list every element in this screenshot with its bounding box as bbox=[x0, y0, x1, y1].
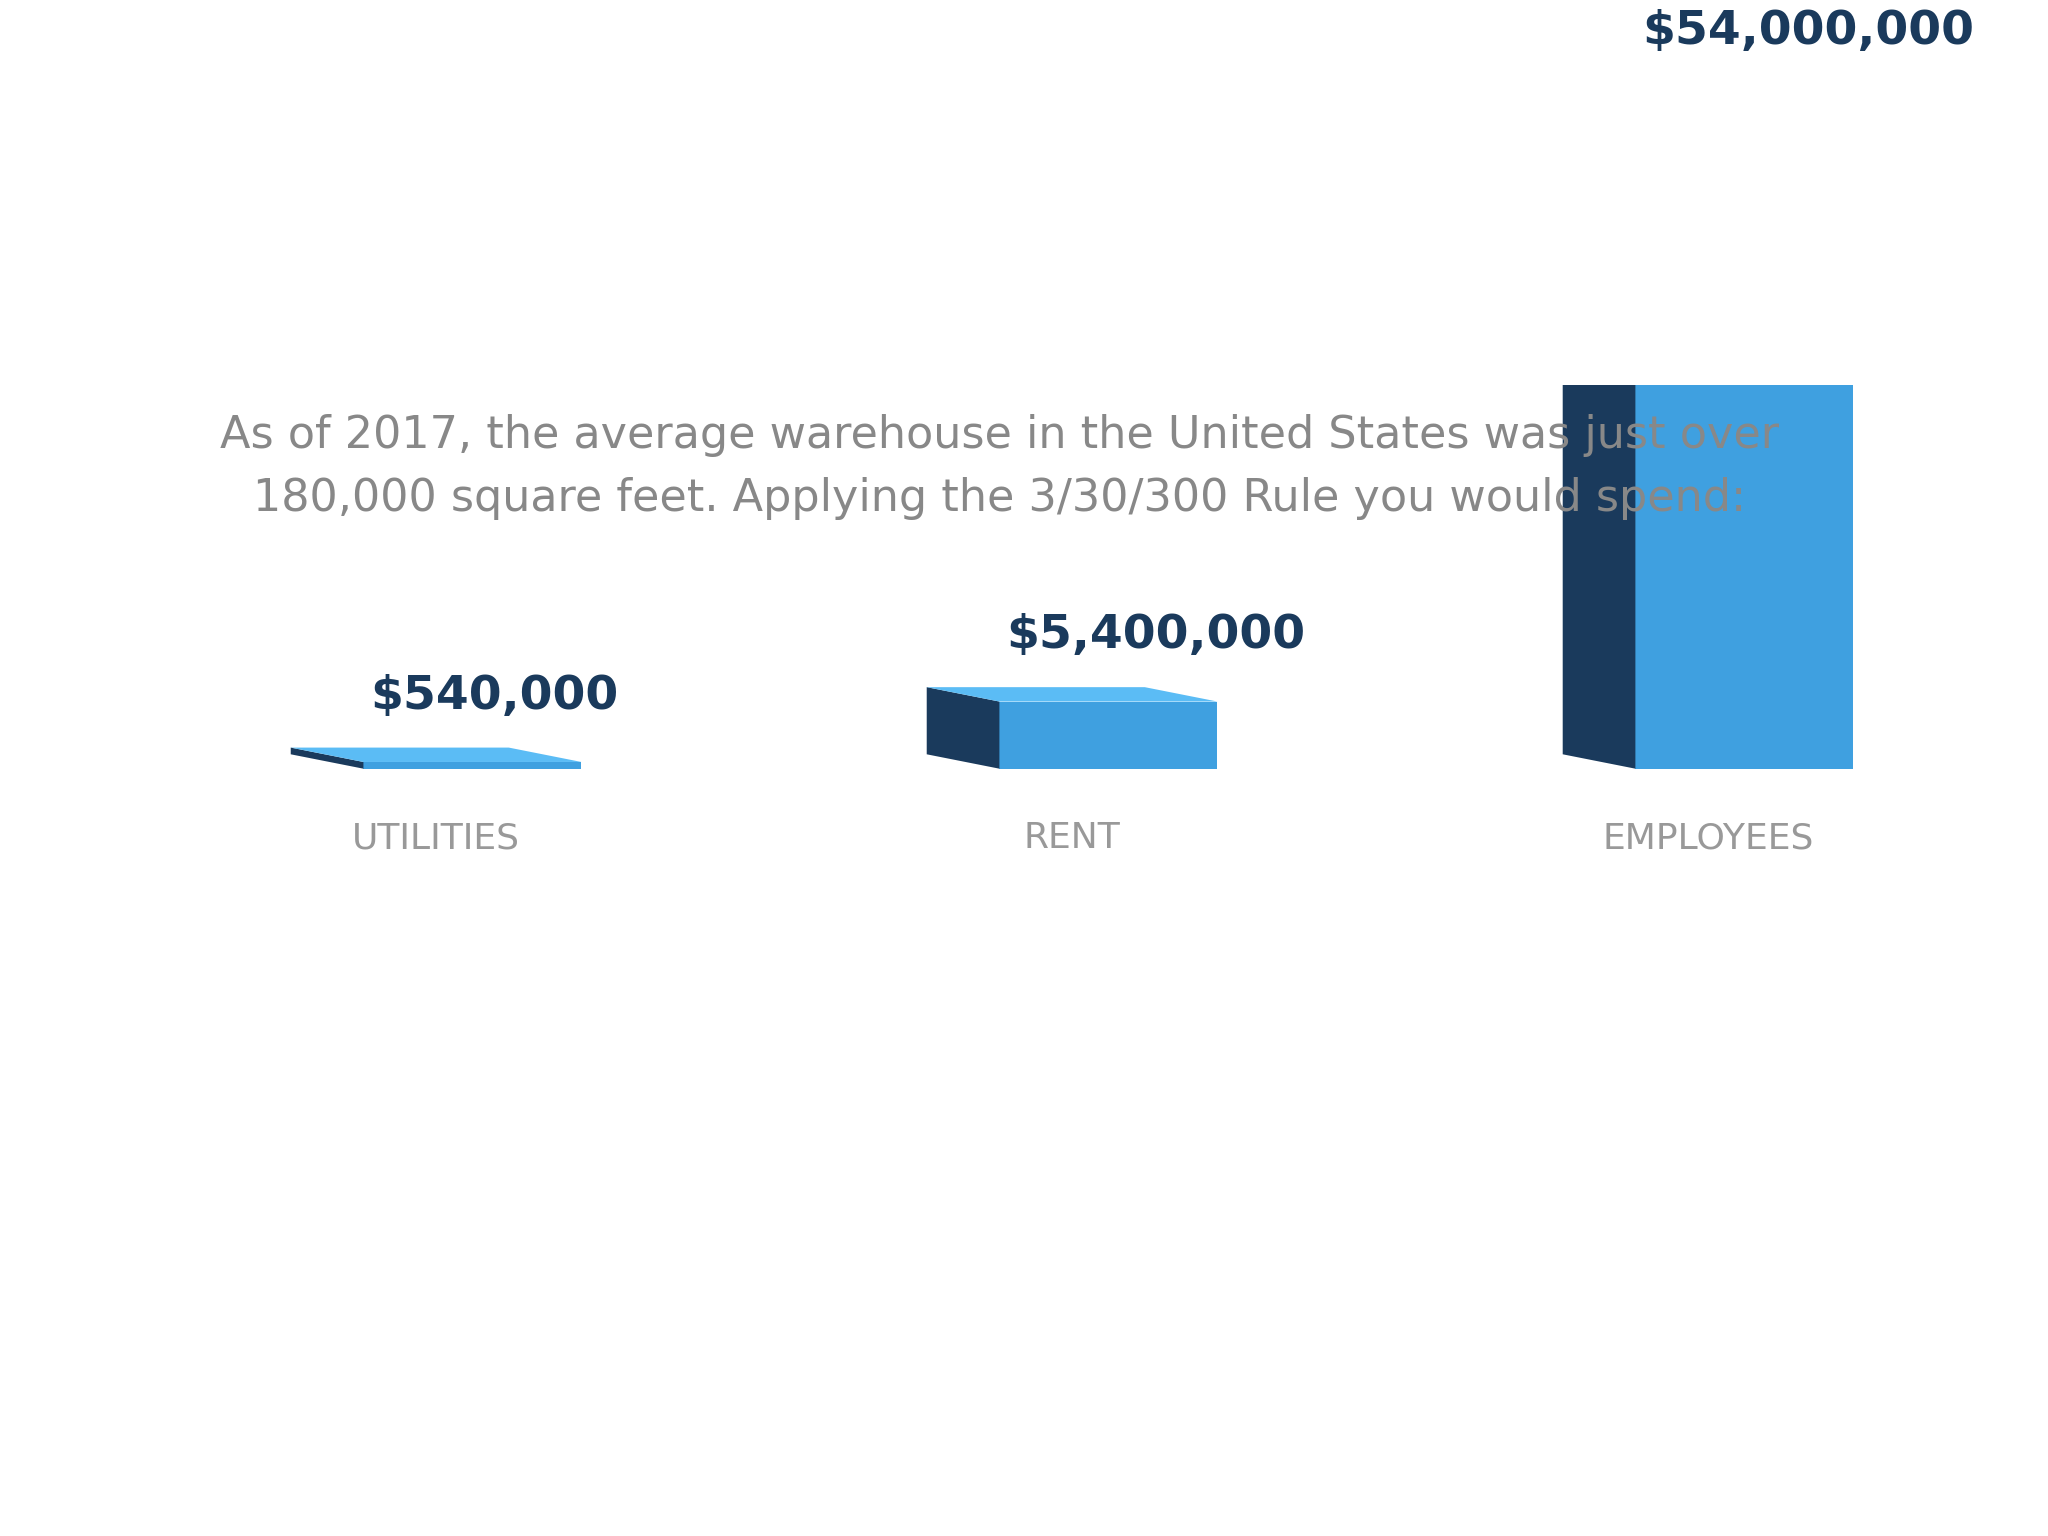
Polygon shape bbox=[1636, 97, 1853, 768]
Polygon shape bbox=[291, 748, 582, 762]
Text: $540,000: $540,000 bbox=[371, 674, 618, 719]
Text: $5,400,000: $5,400,000 bbox=[1008, 613, 1307, 659]
Polygon shape bbox=[291, 748, 362, 768]
Polygon shape bbox=[928, 687, 1217, 702]
Polygon shape bbox=[1563, 83, 1636, 768]
Text: EMPLOYEES: EMPLOYEES bbox=[1602, 822, 1815, 856]
Polygon shape bbox=[928, 687, 999, 768]
Text: RENT: RENT bbox=[1024, 822, 1120, 856]
Polygon shape bbox=[1563, 83, 1853, 97]
Polygon shape bbox=[362, 762, 582, 768]
Text: As of 2017, the average warehouse in the United States was just over
180,000 squ: As of 2017, the average warehouse in the… bbox=[219, 413, 1780, 521]
Polygon shape bbox=[999, 702, 1217, 768]
Text: UTILITIES: UTILITIES bbox=[352, 822, 520, 856]
Text: $54,000,000: $54,000,000 bbox=[1642, 9, 1974, 54]
